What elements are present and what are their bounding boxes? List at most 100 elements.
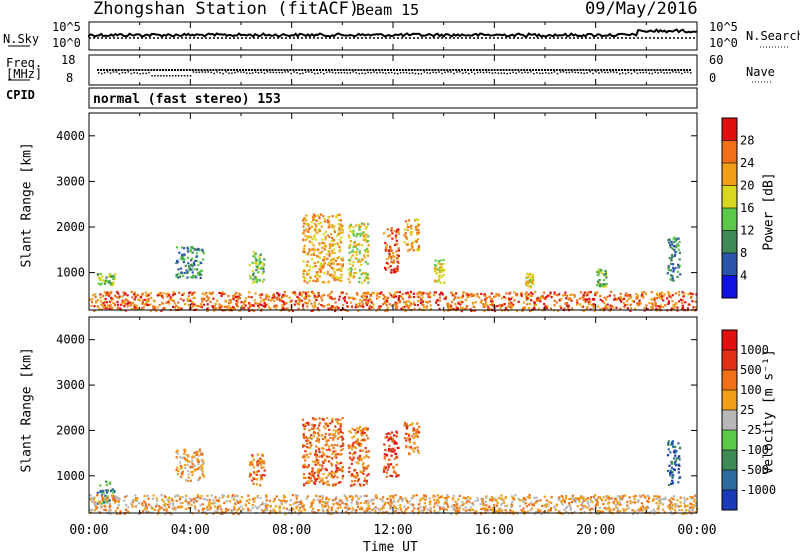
power-cell — [328, 261, 331, 264]
nave-point — [397, 72, 399, 75]
power-cell — [674, 267, 677, 270]
power-cell — [258, 293, 261, 296]
velocity-cell — [479, 503, 482, 506]
velocity-cell — [462, 497, 465, 500]
velocity-cell — [337, 428, 340, 431]
velocity-cell — [393, 470, 396, 473]
power-cell — [681, 301, 684, 304]
power-cell — [330, 239, 334, 242]
velocity-cell — [252, 458, 255, 461]
power-cell — [363, 254, 366, 257]
power-cell — [677, 263, 680, 266]
power-cell — [358, 302, 361, 305]
velocity-cell — [398, 497, 401, 501]
velocity-cell — [341, 444, 344, 447]
power-cell — [116, 308, 119, 311]
velocity-cell — [361, 428, 364, 432]
power-cell — [405, 305, 408, 308]
power-cell — [623, 305, 626, 308]
velocity-cell — [566, 505, 569, 508]
freq-point — [384, 69, 387, 71]
velocity-cell — [496, 509, 499, 512]
power-cell — [414, 219, 417, 222]
velocity-cell — [670, 466, 673, 469]
power-cell — [589, 300, 592, 303]
velocity-cell — [680, 508, 683, 512]
velocity-cell — [458, 494, 461, 498]
velocity-cell — [586, 500, 589, 503]
power-cell — [578, 303, 582, 306]
power-cell — [277, 295, 280, 298]
velocity-cell — [109, 512, 112, 515]
velocity-cell — [193, 468, 196, 471]
power-cell — [307, 291, 310, 294]
velocity-cell — [155, 503, 159, 506]
freq-point — [674, 69, 677, 71]
power-cell — [558, 299, 561, 302]
power-cell — [130, 302, 133, 305]
freq-point — [443, 69, 446, 71]
velocity-cell — [471, 502, 474, 505]
power-cell — [500, 309, 503, 312]
power-cell — [276, 292, 279, 295]
power-cell — [444, 297, 447, 300]
power-cell — [236, 298, 239, 301]
freq-point — [591, 69, 594, 71]
velocity-cell — [302, 505, 305, 508]
nave-point — [423, 71, 426, 73]
velocity-cell — [413, 442, 416, 445]
velocity-cell — [387, 512, 390, 515]
velocity-cell — [645, 507, 648, 510]
power-cell — [341, 231, 344, 234]
velocity-cell — [220, 510, 223, 513]
velocity-cell — [670, 462, 673, 465]
power-cell — [416, 218, 420, 221]
power-cell — [338, 250, 341, 253]
nave-point — [604, 71, 606, 74]
velocity-cell — [215, 499, 218, 502]
velocity-cell — [114, 501, 117, 504]
velocity-cell — [350, 501, 353, 504]
power-cell — [645, 304, 648, 307]
power-cell — [349, 240, 352, 243]
velocity-cell — [186, 480, 190, 483]
nave-point — [148, 71, 150, 74]
velocity-cell — [144, 505, 147, 508]
power-cell — [634, 307, 637, 310]
velocity-cell — [565, 495, 568, 498]
velocity-cell — [500, 503, 503, 506]
power-cell — [455, 305, 458, 308]
power-cell — [667, 293, 671, 296]
power-cell — [673, 248, 676, 252]
power-cell — [674, 302, 677, 305]
nave-point — [130, 72, 133, 75]
velocity-cell — [348, 507, 351, 510]
power-cell — [336, 234, 339, 237]
velocity-cell — [413, 450, 416, 453]
velocity-cell — [638, 509, 641, 512]
velocity-cell — [105, 480, 108, 483]
velocity-cell — [549, 507, 553, 510]
power-cell — [483, 293, 486, 296]
velocity-cell — [357, 497, 360, 500]
power-cell — [328, 293, 332, 296]
power-cell — [339, 226, 342, 229]
velocity-cell — [305, 453, 308, 456]
power-cell — [503, 303, 506, 306]
velocity-cell — [341, 466, 344, 469]
power-cell — [251, 270, 254, 273]
power-cell — [677, 270, 680, 273]
nave-point — [325, 71, 328, 74]
power-cell — [231, 307, 234, 310]
power-cell — [509, 305, 512, 308]
velocity-cell — [666, 469, 670, 473]
power-cell — [114, 273, 117, 276]
power-cell — [354, 245, 357, 248]
power-cell — [303, 280, 306, 283]
velocity-cell — [383, 453, 386, 456]
velocity-cell — [528, 503, 531, 506]
velocity-cell — [333, 443, 336, 447]
power-cell — [330, 290, 333, 294]
freq-point — [277, 69, 280, 71]
power-cell — [179, 297, 182, 300]
